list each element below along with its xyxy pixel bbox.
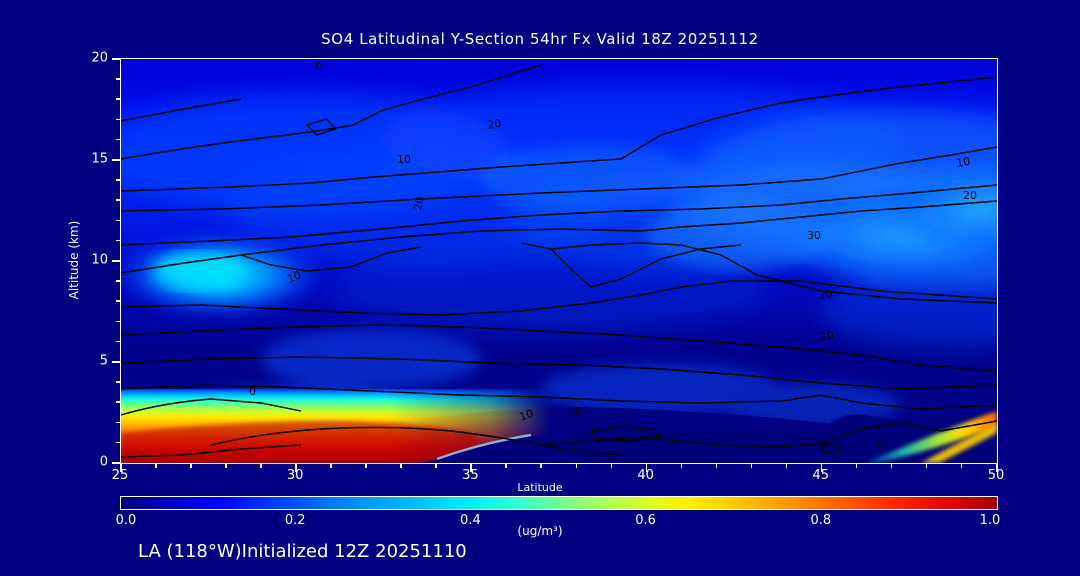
x-tick-minor <box>155 463 157 468</box>
y-axis-ticks <box>111 58 121 464</box>
y-tick-minor <box>116 280 121 282</box>
y-axis-title: Altitude (km) <box>67 220 81 300</box>
y-tick-minor <box>116 179 121 181</box>
y-tick-minor <box>116 98 121 100</box>
x-tick-label: 25 <box>111 468 129 483</box>
colorbar-unit-label: (ug/m³) <box>517 524 563 538</box>
x-tick-major <box>996 463 998 472</box>
x-tick-minor <box>890 463 893 468</box>
x-tick-minor <box>400 463 402 468</box>
contour-label-20: 20 <box>486 117 502 132</box>
x-tick-minor <box>225 463 227 468</box>
x-tick-minor <box>785 463 788 468</box>
y-tick-minor <box>116 78 121 80</box>
x-tick-minor <box>435 463 437 468</box>
x-tick-minor <box>715 463 718 468</box>
x-tick-minor <box>365 463 367 468</box>
x-tick-minor <box>960 463 963 468</box>
figure-caption: LA (118°W)Initialized 12Z 20251110 <box>138 541 467 562</box>
contour-labels: 0 10 10 20 20 20 10 20 30 0 20 10 10 0 <box>249 59 977 452</box>
y-tick-major <box>112 159 121 161</box>
x-tick-label: 40 <box>637 468 654 483</box>
colorbar-tick-label: 0.4 <box>460 513 481 528</box>
y-tick-label: 10 <box>91 252 108 268</box>
x-tick-label: 45 <box>812 468 830 483</box>
contour-label-10: 10 <box>518 407 536 424</box>
contour-label-30: 30 <box>807 229 821 242</box>
x-tick-minor <box>855 463 858 468</box>
colorbar-tick-label: 0.8 <box>810 513 832 528</box>
y-tick-major <box>112 361 121 363</box>
contour-label-20: 20 <box>818 287 834 302</box>
x-tick-minor <box>260 463 262 468</box>
y-tick-minor <box>116 401 121 403</box>
y-tick-major <box>112 462 121 464</box>
contour-label-0: 0 <box>314 59 325 74</box>
contour-label-0: 0 <box>877 439 884 452</box>
y-tick-minor <box>116 219 121 222</box>
contour-label-20: 20 <box>819 328 835 344</box>
contour-label-10: 10 <box>567 404 583 420</box>
terrain-edge-plume <box>865 411 997 463</box>
y-tick-minor <box>116 441 121 444</box>
plot-canvas: 0 10 10 20 20 20 10 20 30 0 20 10 10 0 <box>121 59 997 463</box>
y-tick-minor <box>116 320 121 323</box>
contour-label-20: 20 <box>963 189 977 202</box>
colorbar-tick-label: 1.0 <box>979 513 1001 528</box>
x-tick-major <box>470 463 472 472</box>
y-tick-minor <box>116 340 121 343</box>
x-tick-minor <box>680 463 683 468</box>
x-tick-label: 35 <box>462 468 479 483</box>
contour-label-0: 0 <box>249 385 256 398</box>
x-axis-title: Latitude <box>517 481 563 494</box>
figure-title: SO4 Latitudinal Y-Section 54hr Fx Valid … <box>321 30 759 48</box>
y-tick-major <box>112 58 121 60</box>
colorbar <box>120 496 998 510</box>
y-tick-minor <box>116 138 121 141</box>
y-tick-minor <box>116 118 121 121</box>
x-tick-minor <box>540 463 542 468</box>
contour-lines <box>121 64 997 458</box>
terrain-top-highlight <box>436 433 532 461</box>
y-tick-label: 5 <box>99 353 108 369</box>
y-tick-minor <box>116 239 121 242</box>
x-tick-minor <box>750 463 753 468</box>
y-tick-minor <box>116 300 121 302</box>
x-tick-label: 50 <box>987 468 1005 483</box>
colorbar-tick-label: 0.0 <box>115 513 137 528</box>
contour-label-10: 10 <box>285 268 303 285</box>
contour-label-10: 10 <box>955 155 971 170</box>
x-tick-major <box>295 463 297 472</box>
contour-label-20: 20 <box>411 195 426 211</box>
x-tick-label: 30 <box>286 468 304 483</box>
contour-label-10: 10 <box>397 153 411 166</box>
y-tick-label: 20 <box>91 50 108 66</box>
y-tick-minor <box>116 381 121 383</box>
y-tick-minor <box>116 421 121 424</box>
x-tick-minor <box>190 463 192 468</box>
colorbar-tick-label: 0.6 <box>635 513 656 528</box>
x-tick-minor <box>575 463 578 468</box>
y-tick-label: 15 <box>91 151 108 167</box>
y-tick-minor <box>116 199 121 201</box>
y-tick-label: 0 <box>99 454 108 470</box>
x-tick-minor <box>610 463 613 468</box>
cross-section-plot: 0 10 10 20 20 20 10 20 30 0 20 10 10 0 <box>120 58 998 464</box>
colorbar-tick-label: 0.2 <box>284 513 306 528</box>
x-tick-minor <box>505 463 507 468</box>
x-tick-minor <box>330 463 332 468</box>
x-tick-minor <box>925 463 928 468</box>
x-tick-major <box>645 463 648 472</box>
x-tick-major <box>820 463 823 472</box>
y-tick-major <box>112 260 121 262</box>
x-tick-major <box>120 463 122 472</box>
x-axis-ticks <box>120 463 998 473</box>
